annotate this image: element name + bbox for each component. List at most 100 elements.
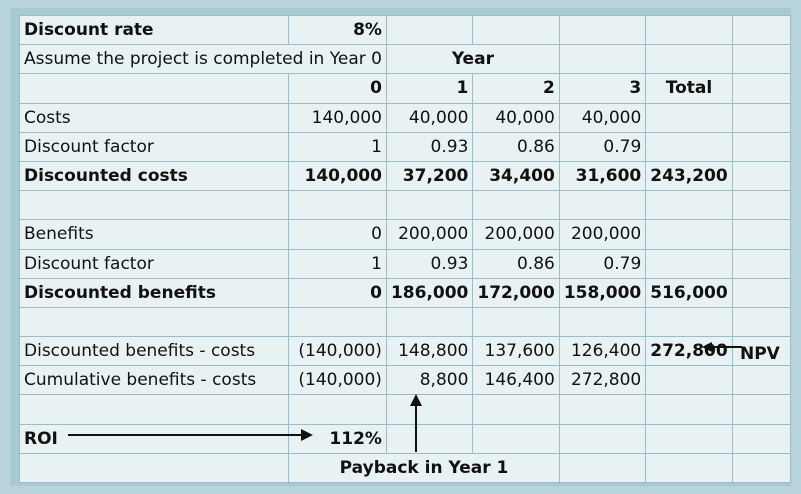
table-cell[interactable]: 2 [472, 73, 560, 104]
table-cell[interactable] [731, 14, 792, 46]
table-cell[interactable] [558, 14, 647, 46]
table-cell[interactable]: 200,000 [472, 219, 560, 250]
table-cell[interactable]: 516,000 [645, 277, 733, 308]
table-cell[interactable]: 112% [288, 423, 387, 454]
table-cell[interactable] [731, 394, 792, 425]
table-cell[interactable]: 0.93 [385, 248, 474, 279]
table-cell[interactable]: 3 [558, 73, 647, 104]
table-cell[interactable]: 146,400 [472, 365, 560, 396]
table-cell[interactable] [385, 394, 474, 425]
table-cell[interactable]: 0.93 [385, 131, 474, 162]
table-cell[interactable] [731, 44, 792, 75]
table-cell[interactable]: 1 [288, 131, 387, 162]
table-cell[interactable] [731, 306, 792, 338]
table-cell[interactable]: Discounted benefits - costs [18, 336, 290, 367]
table-cell[interactable]: Discount factor [18, 131, 290, 162]
table-cell[interactable]: Payback in Year 1 [288, 452, 560, 484]
table-cell[interactable] [731, 102, 792, 133]
table-cell[interactable] [558, 44, 647, 75]
table-cell[interactable] [731, 73, 792, 104]
table-cell[interactable] [18, 190, 290, 221]
table-cell[interactable] [731, 336, 792, 367]
table-cell[interactable]: Cumulative benefits - costs [18, 365, 290, 396]
table-cell[interactable]: Benefits [18, 219, 290, 250]
table-cell[interactable]: 31,600 [558, 160, 647, 192]
table-cell[interactable] [472, 423, 560, 454]
table-cell[interactable] [558, 190, 647, 221]
table-cell[interactable]: 158,000 [558, 277, 647, 308]
table-cell[interactable]: (140,000) [288, 336, 387, 367]
table-cell[interactable]: 126,400 [558, 336, 647, 367]
table-cell[interactable] [385, 423, 474, 454]
table-cell[interactable]: 0.79 [558, 131, 647, 162]
table-cell[interactable] [558, 394, 647, 425]
table-cell[interactable] [731, 365, 792, 396]
table-cell[interactable]: 200,000 [558, 219, 647, 250]
table-cell[interactable] [731, 277, 792, 308]
table-cell[interactable] [472, 190, 560, 221]
table-cell[interactable] [385, 14, 474, 46]
table-cell[interactable]: ROI [18, 423, 290, 454]
table-cell[interactable]: 8,800 [385, 365, 474, 396]
table-cell[interactable] [645, 131, 733, 162]
table-cell[interactable]: 0 [288, 219, 387, 250]
table-cell[interactable]: 200,000 [385, 219, 474, 250]
table-cell[interactable]: Discount rate [18, 14, 290, 46]
table-cell[interactable] [558, 306, 647, 338]
table-cell[interactable] [645, 452, 733, 484]
table-cell[interactable]: 272,800 [645, 336, 733, 367]
table-cell[interactable] [731, 423, 792, 454]
table-cell[interactable]: 186,000 [385, 277, 474, 308]
table-cell[interactable]: 140,000 [288, 160, 387, 192]
table-cell[interactable]: (140,000) [288, 365, 387, 396]
table-cell[interactable] [645, 44, 733, 75]
table-cell[interactable]: 172,000 [472, 277, 560, 308]
table-cell[interactable]: Discounted benefits [18, 277, 290, 308]
table-cell[interactable] [645, 14, 733, 46]
table-cell[interactable]: 243,200 [645, 160, 733, 192]
table-cell[interactable] [288, 306, 387, 338]
table-cell[interactable] [645, 190, 733, 221]
table-cell[interactable]: 37,200 [385, 160, 474, 192]
table-cell[interactable]: Assume the project is completed in Year … [19, 44, 387, 75]
table-cell[interactable] [472, 306, 560, 338]
table-cell[interactable]: 137,600 [472, 336, 560, 367]
table-cell[interactable] [645, 248, 733, 279]
table-cell[interactable] [558, 452, 647, 484]
table-cell[interactable] [731, 131, 792, 162]
table-cell[interactable] [645, 423, 733, 454]
table-cell[interactable]: 140,000 [288, 102, 387, 133]
table-cell[interactable] [558, 423, 647, 454]
table-cell[interactable]: 40,000 [472, 102, 560, 133]
table-cell[interactable] [385, 306, 474, 338]
table-cell[interactable]: 1 [288, 248, 387, 279]
table-cell[interactable]: 40,000 [558, 102, 647, 133]
table-cell[interactable]: 272,800 [558, 365, 647, 396]
table-cell[interactable] [288, 394, 387, 425]
table-cell[interactable] [472, 394, 560, 425]
table-cell[interactable] [385, 190, 474, 221]
table-cell[interactable]: 0.86 [472, 248, 560, 279]
table-cell[interactable]: 0.86 [472, 131, 560, 162]
table-cell[interactable] [645, 102, 733, 133]
table-cell[interactable] [18, 306, 290, 338]
table-cell[interactable]: Discount factor [18, 248, 290, 279]
table-cell[interactable] [645, 394, 733, 425]
table-cell[interactable]: 0.79 [558, 248, 647, 279]
table-cell[interactable]: 0 [288, 73, 387, 104]
table-cell[interactable]: Year [385, 44, 560, 75]
table-cell[interactable] [18, 394, 290, 425]
table-cell[interactable]: 34,400 [472, 160, 560, 192]
table-cell[interactable]: Discounted costs [18, 160, 290, 192]
table-cell[interactable] [645, 219, 733, 250]
table-cell[interactable] [731, 452, 792, 484]
table-cell[interactable]: 8% [288, 14, 387, 46]
table-cell[interactable]: 0 [288, 277, 387, 308]
table-cell[interactable] [472, 14, 560, 46]
table-cell[interactable] [18, 73, 290, 104]
table-cell[interactable] [645, 306, 733, 338]
table-cell[interactable]: 148,800 [385, 336, 474, 367]
table-cell[interactable] [731, 190, 792, 221]
table-cell[interactable]: Total [645, 73, 733, 104]
table-cell[interactable] [288, 190, 387, 221]
